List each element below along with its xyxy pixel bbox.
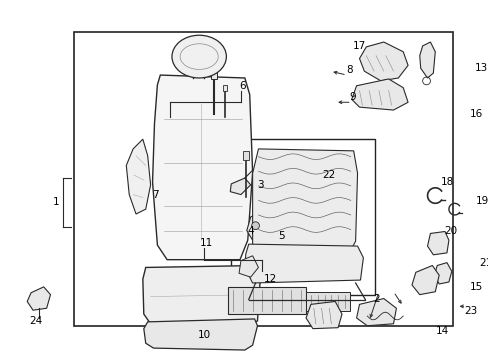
Text: 18: 18 <box>439 177 453 187</box>
Polygon shape <box>143 319 257 350</box>
Bar <box>305 292 349 311</box>
Polygon shape <box>351 79 407 110</box>
Text: 4: 4 <box>247 225 253 235</box>
Text: 6: 6 <box>239 81 246 91</box>
Polygon shape <box>427 231 448 255</box>
Polygon shape <box>230 178 250 194</box>
Text: 16: 16 <box>468 109 482 119</box>
Polygon shape <box>411 266 438 294</box>
Bar <box>210 71 216 79</box>
Text: 7: 7 <box>152 190 159 199</box>
Polygon shape <box>152 75 252 260</box>
Text: 3: 3 <box>257 180 263 190</box>
Text: 1: 1 <box>53 197 60 207</box>
Polygon shape <box>27 287 50 310</box>
Polygon shape <box>305 301 341 329</box>
Text: 12: 12 <box>263 274 276 284</box>
Text: 13: 13 <box>473 63 487 73</box>
Polygon shape <box>142 266 260 326</box>
Text: 24: 24 <box>29 316 42 326</box>
Bar <box>243 151 248 159</box>
Text: 21: 21 <box>478 258 488 267</box>
Bar <box>223 85 227 91</box>
Text: 2: 2 <box>373 293 380 303</box>
Polygon shape <box>359 42 407 81</box>
Text: 9: 9 <box>348 93 355 102</box>
Text: 20: 20 <box>444 225 456 235</box>
Bar <box>228 287 305 314</box>
Ellipse shape <box>172 35 226 78</box>
Text: 14: 14 <box>435 325 448 336</box>
Text: 11: 11 <box>199 238 212 248</box>
Polygon shape <box>356 298 396 326</box>
Polygon shape <box>244 244 363 283</box>
Text: 19: 19 <box>475 196 488 206</box>
Polygon shape <box>252 149 357 258</box>
Text: 15: 15 <box>468 282 482 292</box>
Polygon shape <box>239 256 258 277</box>
Text: 23: 23 <box>464 306 477 316</box>
Bar <box>74 32 452 326</box>
Polygon shape <box>419 42 434 78</box>
Text: 10: 10 <box>197 330 210 341</box>
Polygon shape <box>433 262 451 284</box>
Ellipse shape <box>251 222 259 230</box>
Text: 17: 17 <box>352 41 366 51</box>
Polygon shape <box>126 139 150 214</box>
Polygon shape <box>246 211 266 240</box>
Text: 22: 22 <box>321 170 334 180</box>
Bar <box>231 139 374 294</box>
Text: 8: 8 <box>346 65 352 75</box>
Text: 5: 5 <box>278 231 285 241</box>
